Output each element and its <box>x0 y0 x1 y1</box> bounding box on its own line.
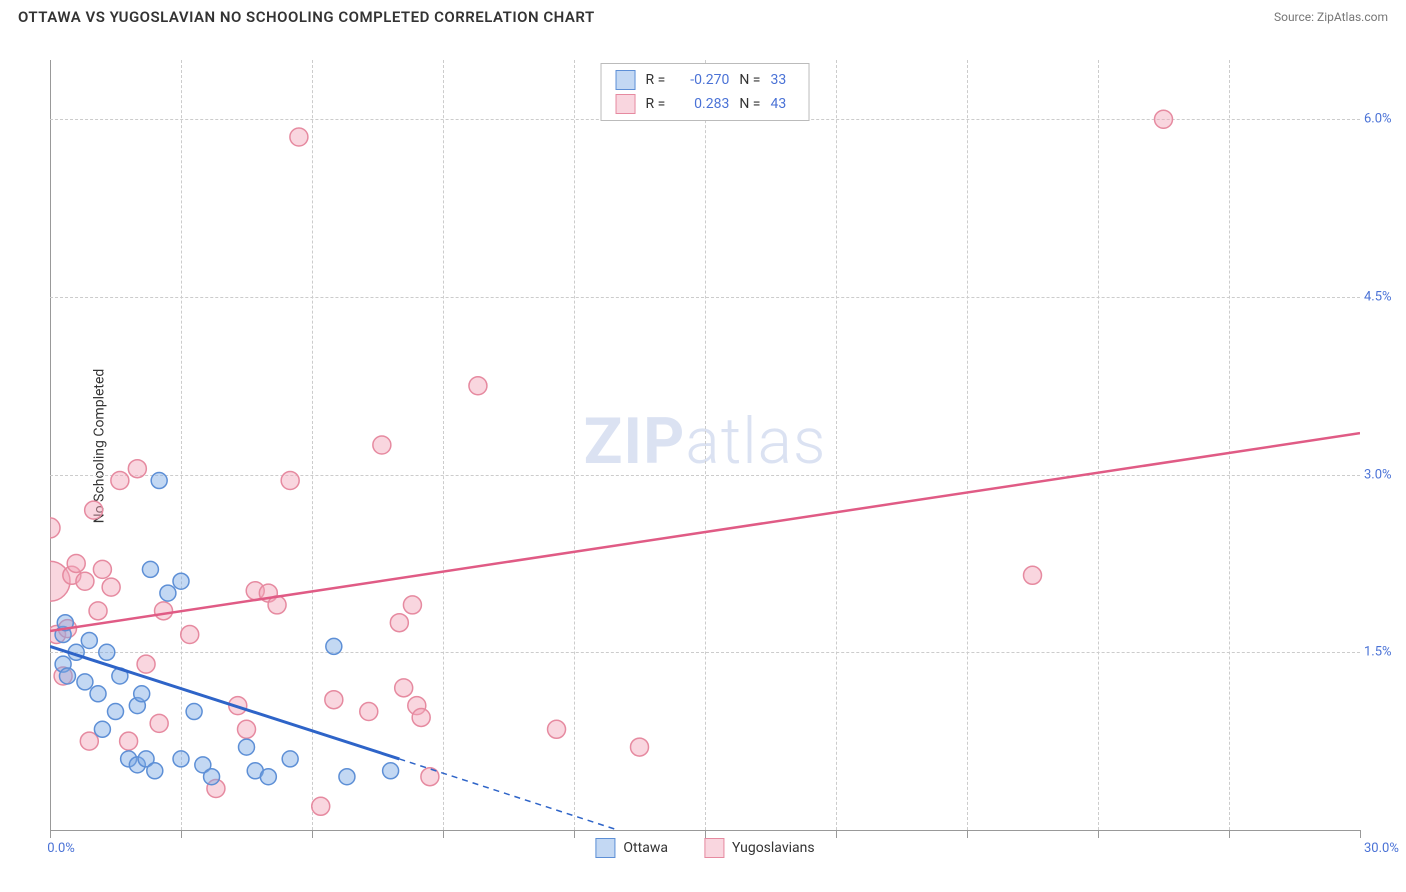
scatter-point <box>631 738 649 756</box>
x-tick-label: 0.0% <box>47 841 75 856</box>
series-legend: Ottawa Yugoslavians <box>595 838 814 858</box>
legend-r-label: R = <box>646 72 666 88</box>
chart-plot-area: ZIPatlas R =-0.270N =33R =0.283N =43 Ott… <box>50 60 1360 831</box>
scatter-point <box>390 614 408 632</box>
scatter-point <box>93 560 111 578</box>
legend-r-label: R = <box>646 96 666 112</box>
scatter-point <box>137 655 155 673</box>
legend-n-label: N = <box>739 96 760 112</box>
x-tick <box>443 830 444 838</box>
scatter-point <box>94 721 110 737</box>
title-row: OTTAWA VS YUGOSLAVIAN NO SCHOOLING COMPL… <box>18 8 1388 26</box>
x-tick <box>50 830 51 838</box>
chart-svg <box>50 60 1360 830</box>
scatter-point <box>155 602 173 620</box>
y-tick-label: 3.0% <box>1364 467 1392 482</box>
x-tick <box>967 830 968 838</box>
legend-r-value: -0.270 <box>675 72 729 88</box>
scatter-point <box>383 763 399 779</box>
scatter-point <box>238 720 256 738</box>
x-tick <box>181 830 182 838</box>
scatter-point <box>260 769 276 785</box>
scatter-point <box>142 561 158 577</box>
scatter-point <box>1024 566 1042 584</box>
scatter-point <box>290 128 308 146</box>
scatter-point <box>147 763 163 779</box>
scatter-point <box>134 686 150 702</box>
scatter-point <box>326 638 342 654</box>
y-tick-label: 6.0% <box>1364 112 1392 127</box>
scatter-point <box>312 797 330 815</box>
x-tick <box>574 830 575 838</box>
source-link[interactable]: ZipAtlas.com <box>1317 10 1388 24</box>
scatter-point <box>89 602 107 620</box>
legend-n-value: 43 <box>770 96 794 112</box>
scatter-point <box>90 686 106 702</box>
trend-line <box>50 646 399 759</box>
source-credit: Source: ZipAtlas.com <box>1274 10 1388 24</box>
legend-swatch <box>595 838 615 858</box>
scatter-point <box>1155 110 1173 128</box>
trend-line <box>50 433 1360 631</box>
scatter-point <box>173 573 189 589</box>
scatter-point <box>77 674 93 690</box>
scatter-point <box>128 460 146 478</box>
scatter-point <box>469 377 487 395</box>
scatter-point <box>204 769 220 785</box>
scatter-point <box>120 732 138 750</box>
scatter-point <box>150 714 168 732</box>
x-tick <box>836 830 837 838</box>
legend-label: Yugoslavians <box>732 840 815 856</box>
legend-n-value: 33 <box>770 72 794 88</box>
scatter-point <box>548 720 566 738</box>
scatter-point <box>339 769 355 785</box>
scatter-point <box>281 472 299 490</box>
scatter-point <box>403 596 421 614</box>
scatter-point <box>50 518 60 538</box>
x-tick-label: 30.0% <box>1364 841 1399 856</box>
scatter-point <box>373 436 391 454</box>
scatter-point <box>186 704 202 720</box>
y-tick-label: 1.5% <box>1364 645 1392 660</box>
scatter-point <box>80 732 98 750</box>
scatter-point <box>173 751 189 767</box>
x-tick <box>1229 830 1230 838</box>
scatter-point <box>395 679 413 697</box>
correlation-legend: R = -0.270 N = 33 R = 0.283 N = 43 <box>601 63 810 121</box>
scatter-point <box>181 626 199 644</box>
source-label: Source: <box>1274 10 1314 24</box>
scatter-point <box>151 473 167 489</box>
scatter-point <box>282 751 298 767</box>
x-tick <box>312 830 313 838</box>
legend-r-value: 0.283 <box>675 96 729 112</box>
scatter-point <box>81 632 97 648</box>
legend-swatch <box>616 70 636 90</box>
x-tick <box>705 830 706 838</box>
scatter-point <box>360 703 378 721</box>
y-tick-label: 4.5% <box>1364 289 1392 304</box>
x-tick <box>1360 830 1361 838</box>
scatter-point <box>239 739 255 755</box>
legend-swatch <box>704 838 724 858</box>
legend-item: Ottawa <box>595 838 668 858</box>
scatter-point <box>160 585 176 601</box>
legend-n-label: N = <box>739 72 760 88</box>
legend-label: Ottawa <box>623 840 668 856</box>
scatter-point <box>85 501 103 519</box>
legend-swatch <box>616 94 636 114</box>
scatter-point <box>102 578 120 596</box>
scatter-point <box>99 644 115 660</box>
scatter-point <box>111 472 129 490</box>
legend-item: Yugoslavians <box>704 838 815 858</box>
x-tick <box>1098 830 1099 838</box>
chart-title: OTTAWA VS YUGOSLAVIAN NO SCHOOLING COMPL… <box>18 8 595 26</box>
scatter-point <box>325 691 343 709</box>
trend-line <box>399 759 617 830</box>
scatter-point <box>108 704 124 720</box>
scatter-point <box>412 708 430 726</box>
scatter-point <box>76 572 94 590</box>
scatter-point <box>59 668 75 684</box>
scatter-point <box>67 554 85 572</box>
